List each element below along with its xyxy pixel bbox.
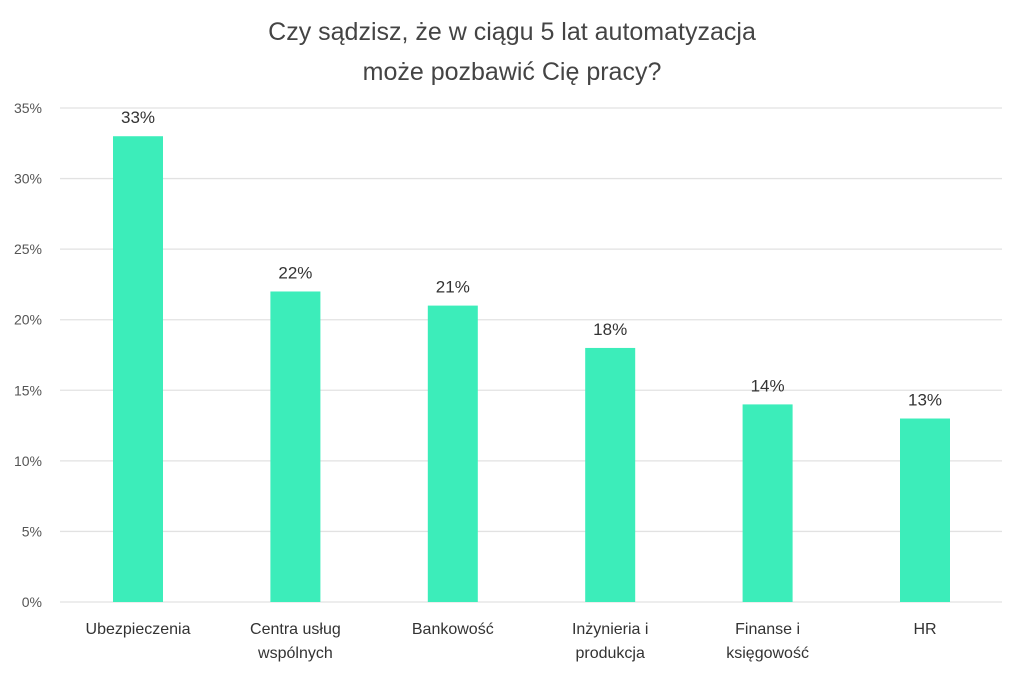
x-category-label: produkcja [576, 645, 645, 662]
y-tick-label: 15% [14, 382, 42, 398]
x-category-label: Centra usług [250, 621, 341, 638]
y-tick-label: 0% [22, 594, 42, 610]
x-axis-labels: Ubezpieczenia Centra usług wspólnych Bankow… [86, 621, 937, 662]
data-label: 13% [908, 391, 942, 410]
bar [900, 418, 950, 602]
x-category-label: HR [913, 621, 936, 638]
bar [427, 305, 478, 602]
x-category-label: Ubezpieczenia [86, 621, 191, 638]
y-tick-label: 10% [14, 453, 42, 469]
y-axis-ticks: 0% 5% 10% 15% 20% 25% 30% 35% [14, 100, 42, 610]
data-labels: 33% 22% 21% 18% 14% 13% [121, 108, 942, 409]
x-category-label: Bankowość [412, 621, 494, 638]
data-label: 14% [751, 376, 785, 395]
data-label: 33% [121, 108, 155, 127]
y-tick-label: 30% [14, 171, 42, 187]
chart-title-line-2: może pozbawić Cię pracy? [363, 58, 662, 86]
gridlines [60, 107, 1002, 603]
data-label: 21% [436, 278, 470, 297]
x-category-label: Inżynieria i [572, 621, 648, 638]
data-label: 22% [278, 263, 312, 282]
x-category-label: księgowość [726, 645, 809, 662]
bar [270, 291, 321, 602]
bars [113, 136, 950, 602]
y-tick-label: 25% [14, 241, 42, 257]
y-tick-label: 5% [22, 523, 42, 539]
chart-title-line-1: Czy sądzisz, że w ciągu 5 lat automatyza… [268, 18, 756, 46]
bar [742, 404, 793, 602]
x-category-label: Finanse i [735, 621, 800, 638]
y-tick-label: 20% [14, 312, 42, 328]
bar [585, 347, 636, 602]
bar [113, 136, 163, 602]
x-category-label: wspólnych [257, 645, 333, 662]
data-label: 18% [593, 320, 627, 339]
y-tick-label: 35% [14, 100, 42, 116]
